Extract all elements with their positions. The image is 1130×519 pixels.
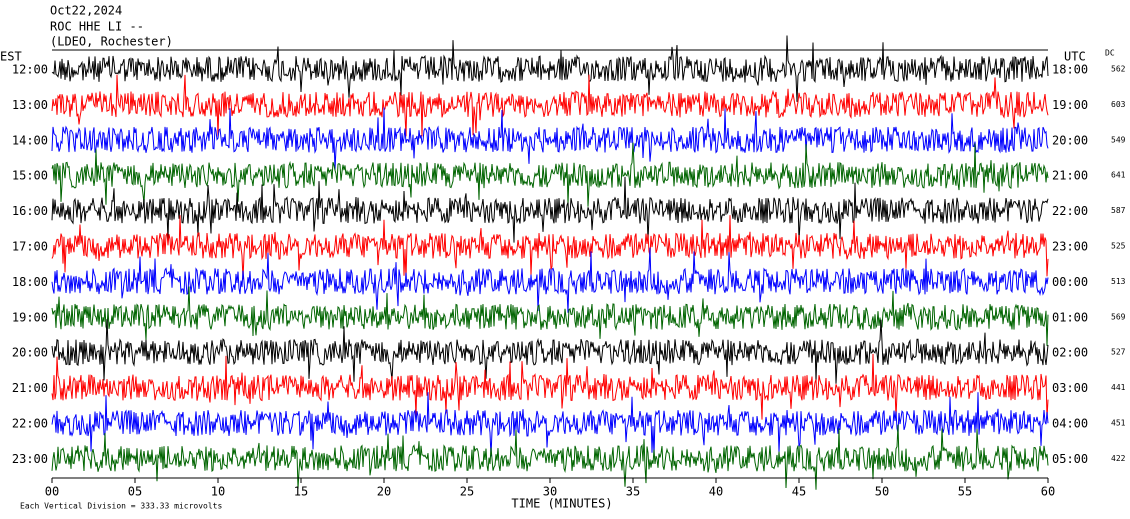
- dc-value: 569: [1111, 312, 1126, 321]
- trace: [51, 424, 1049, 490]
- trace: [51, 247, 1049, 313]
- utc-tick-label: 04:00: [1052, 417, 1088, 431]
- date: Oct22,2024: [50, 4, 122, 18]
- utc-tick-label: 23:00: [1052, 240, 1088, 254]
- utc-tick-label: 05:00: [1052, 452, 1088, 466]
- utc-tick-label: 21:00: [1052, 169, 1088, 183]
- est-label: EST: [0, 50, 22, 64]
- dc-value: 562: [1111, 65, 1126, 74]
- dc-value: 603: [1111, 100, 1126, 109]
- utc-tick-label: 22:00: [1052, 204, 1088, 218]
- est-tick-label: 12:00: [12, 63, 48, 77]
- trace: [51, 74, 1049, 137]
- trace: [51, 215, 1049, 280]
- x-tick-label: 35: [626, 485, 640, 499]
- est-tick-label: 15:00: [12, 169, 48, 183]
- footer: Each Vertical Division = 333.33 microvol…: [20, 502, 222, 511]
- x-tick-label: 55: [958, 485, 972, 499]
- dc-value: 451: [1111, 419, 1126, 428]
- est-tick-label: 18:00: [12, 275, 48, 289]
- est-tick-label: 17:00: [12, 240, 48, 254]
- dc-value: 549: [1111, 135, 1126, 144]
- dc-value: 422: [1111, 454, 1126, 463]
- utc-tick-label: 01:00: [1052, 310, 1088, 324]
- trace: [51, 392, 1049, 457]
- dc-label: DC: [1105, 49, 1115, 58]
- station: ROC HHE LI --: [50, 20, 144, 34]
- utc-tick-label: 02:00: [1052, 346, 1088, 360]
- x-tick-label: 45: [792, 485, 806, 499]
- trace: [51, 353, 1049, 420]
- traces: [51, 35, 1049, 490]
- x-tick-label: 15: [294, 485, 308, 499]
- trace: [51, 107, 1049, 171]
- dc-value: 587: [1111, 206, 1126, 215]
- dc-value: 525: [1111, 242, 1126, 251]
- dc-value: 641: [1111, 171, 1126, 180]
- x-tick-label: 50: [875, 485, 889, 499]
- est-tick-label: 19:00: [12, 310, 48, 324]
- x-tick-label: 30: [543, 485, 557, 499]
- utc-tick-label: 20:00: [1052, 133, 1088, 147]
- dc-value: 513: [1111, 277, 1126, 286]
- trace: [51, 142, 1049, 207]
- x-tick-label: 40: [709, 485, 723, 499]
- x-axis-label: TIME (MINUTES): [511, 497, 612, 511]
- est-tick-label: 22:00: [12, 417, 48, 431]
- est-tick-label: 20:00: [12, 346, 48, 360]
- utc-tick-label: 19:00: [1052, 98, 1088, 112]
- est-tick-label: 21:00: [12, 381, 48, 395]
- x-tick-label: 25: [460, 485, 474, 499]
- est-tick-label: 16:00: [12, 204, 48, 218]
- x-tick-label: 20: [377, 485, 391, 499]
- network: (LDEO, Rochester): [50, 35, 173, 49]
- x-tick-label: 10: [211, 485, 225, 499]
- est-tick-label: 14:00: [12, 133, 48, 147]
- utc-tick-label: 00:00: [1052, 275, 1088, 289]
- trace: [51, 176, 1049, 243]
- dc-value: 527: [1111, 348, 1126, 357]
- x-tick-label: 05: [128, 485, 142, 499]
- dc-value: 441: [1111, 383, 1126, 392]
- utc-label: UTC: [1064, 50, 1086, 64]
- x-tick-label: 00: [45, 485, 59, 499]
- trace: [51, 35, 1049, 102]
- est-tick-label: 23:00: [12, 452, 48, 466]
- trace: [51, 319, 1049, 384]
- est-tick-label: 13:00: [12, 98, 48, 112]
- utc-tick-label: 03:00: [1052, 381, 1088, 395]
- x-tick-label: 60: [1041, 485, 1055, 499]
- trace: [51, 286, 1049, 346]
- utc-tick-label: 18:00: [1052, 63, 1088, 77]
